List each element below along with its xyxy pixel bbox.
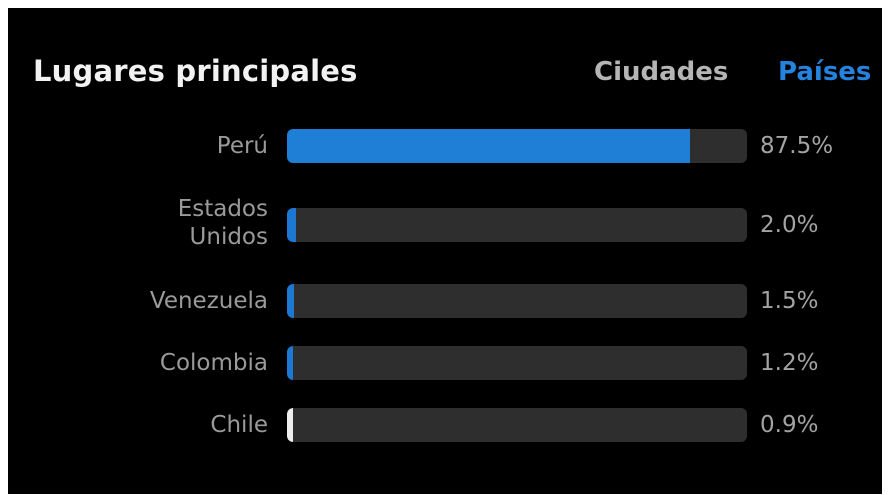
location-percent: 1.5% bbox=[760, 288, 819, 314]
locations-list: Perú 87.5% Estados Unidos 2.0% Venezuela… bbox=[8, 8, 882, 494]
card-header: Lugares principales Ciudades Países bbox=[8, 8, 882, 138]
location-percent: 1.2% bbox=[760, 350, 819, 376]
location-bar-track bbox=[287, 408, 747, 442]
location-bar-fill bbox=[287, 129, 690, 163]
location-bar-track bbox=[287, 346, 747, 380]
location-row: Perú 87.5% bbox=[8, 129, 882, 197]
top-locations-card: Lugares principales Ciudades Países Perú… bbox=[8, 8, 882, 494]
location-label: Perú bbox=[216, 133, 268, 159]
location-label: Colombia bbox=[159, 350, 268, 376]
location-bar-fill bbox=[287, 208, 296, 242]
location-label: Chile bbox=[210, 412, 268, 438]
location-label: Estados Unidos bbox=[177, 196, 268, 250]
location-bar-track bbox=[287, 284, 747, 318]
location-row: Estados Unidos 2.0% bbox=[8, 196, 882, 275]
location-bar-track bbox=[287, 129, 747, 163]
location-label: Venezuela bbox=[149, 288, 268, 314]
location-row: Chile 0.9% bbox=[8, 408, 882, 476]
location-bar-fill bbox=[287, 284, 294, 318]
tab-countries[interactable]: Países bbox=[778, 57, 872, 87]
location-bar-fill bbox=[287, 346, 293, 380]
tab-cities[interactable]: Ciudades bbox=[594, 57, 729, 87]
location-percent: 2.0% bbox=[760, 212, 819, 238]
card-title: Lugares principales bbox=[33, 54, 358, 88]
location-row: Colombia 1.2% bbox=[8, 346, 882, 414]
location-bar-fill bbox=[287, 408, 293, 442]
location-row: Venezuela 1.5% bbox=[8, 284, 882, 352]
location-percent: 87.5% bbox=[760, 133, 834, 159]
location-percent: 0.9% bbox=[760, 412, 819, 438]
location-bar-track bbox=[287, 208, 747, 242]
